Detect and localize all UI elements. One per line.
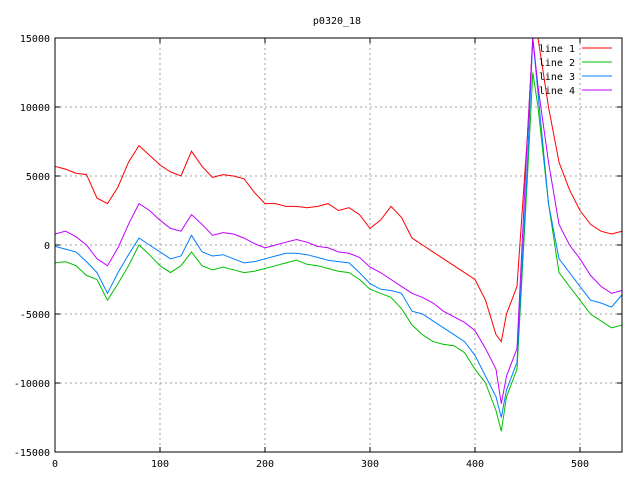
grid [55,38,622,452]
y-tick-label: 5000 [26,172,50,183]
y-tick-label: -10000 [14,379,50,390]
x-tick-label: 0 [52,459,58,470]
y-tick-label: 0 [44,241,50,252]
y-tick-label: 15000 [20,34,50,45]
legend-label: line 2 [539,58,575,69]
x-tick-label: 200 [256,459,274,470]
y-tick-label: -15000 [14,448,50,459]
legend-label: line 4 [539,86,575,97]
legend-label: line 3 [539,72,575,83]
x-tick-label: 100 [151,459,169,470]
x-tick-label: 300 [361,459,379,470]
plot-frame [54,37,623,453]
legend-label: line 1 [539,44,575,55]
series-line-4 [55,38,622,404]
series-line-2 [55,72,622,432]
y-tick-label: -5000 [20,310,50,321]
axis-ticks: 0 100 200 300 400 500 -15000 -10000 -5000 0 5000 10… [14,34,622,470]
series-line-3 [55,38,622,418]
y-tick-label: 10000 [20,103,50,114]
series-lines [55,38,622,432]
legend: line 1 line 2 line 3 line 4 [539,44,612,97]
x-tick-label: 400 [466,459,484,470]
chart-title: p0320_18 [313,16,361,27]
x-tick-label: 500 [571,459,589,470]
